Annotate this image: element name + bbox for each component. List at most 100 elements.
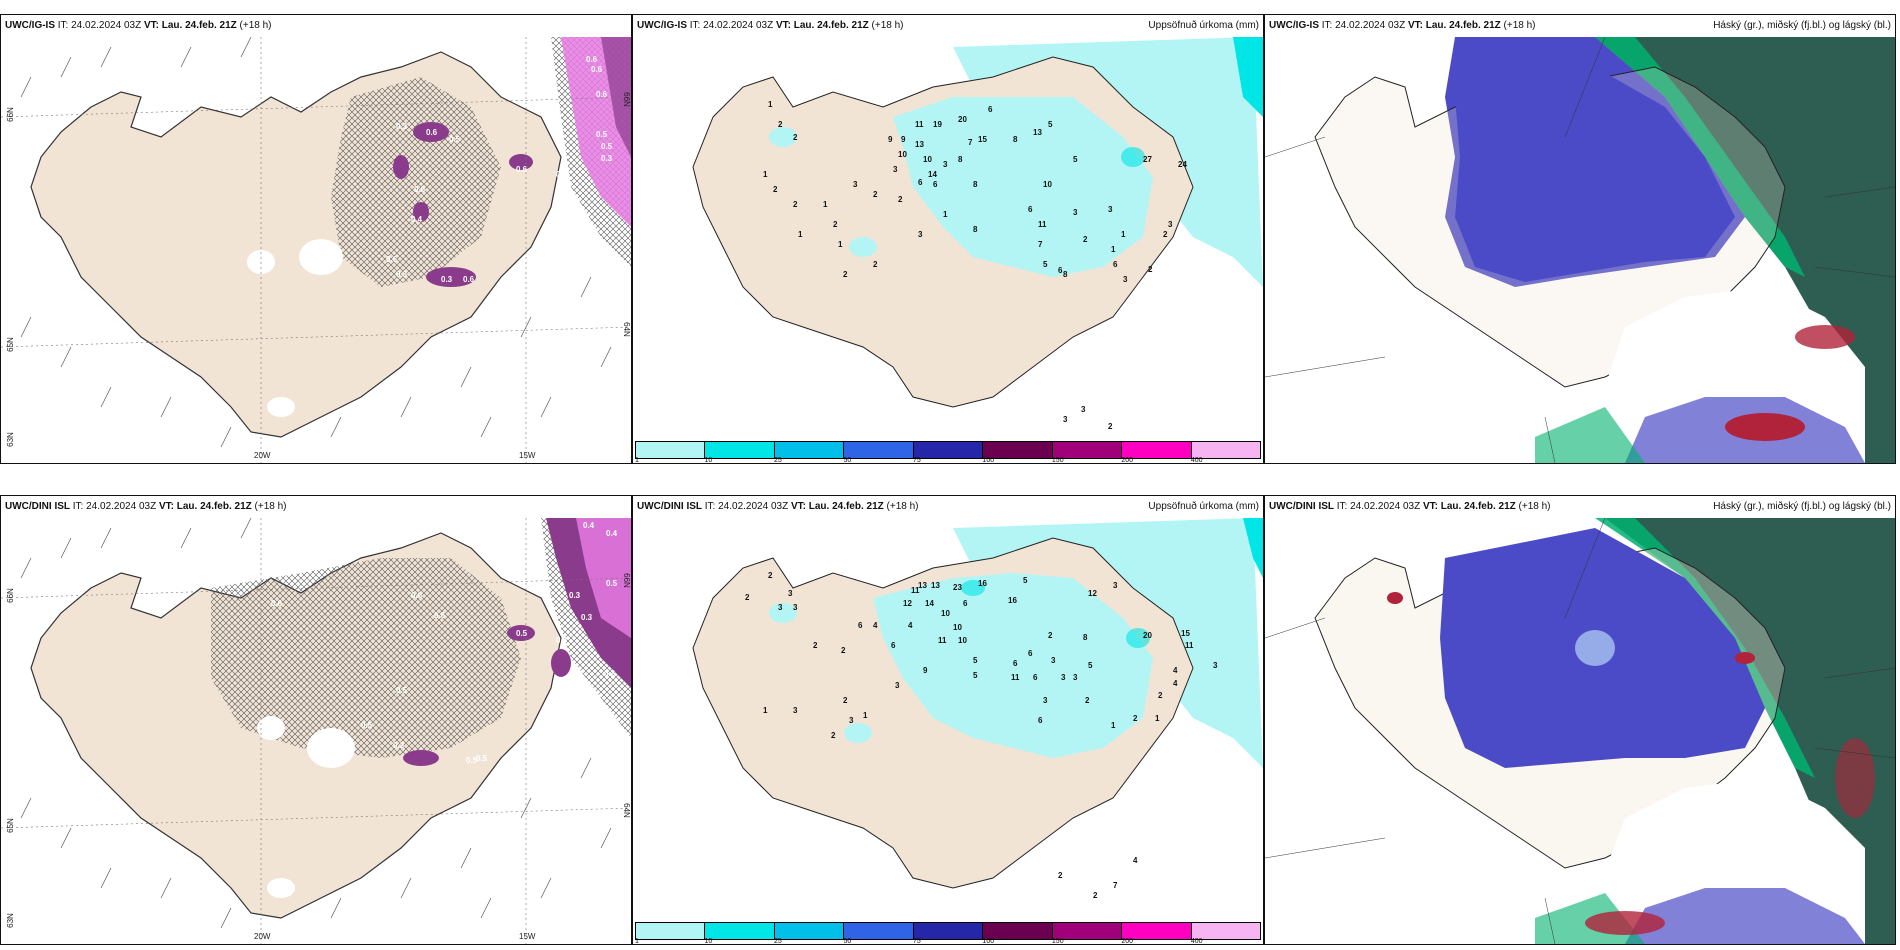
panel-row1-wind: UWC/IG-IS IT: 24.02.2024 03Z VT: Lau. 24…	[0, 14, 632, 464]
lat-label: 66N	[621, 573, 631, 588]
precip-values: 2 3 3 3 2 2 2 6 4 6 4 11 12 13 13 14 10 …	[745, 571, 1218, 900]
precip-value: 2	[1158, 691, 1163, 700]
lead-time: (+18 h)	[1500, 20, 1536, 31]
wind-value: 0.5	[449, 135, 461, 144]
precip-value: 1	[798, 230, 803, 239]
precip-value: 3	[943, 160, 948, 169]
init-time: IT: 24.02.2024 03Z	[687, 20, 776, 31]
precip-value: 2	[1085, 696, 1090, 705]
wind-map-svg: 0.6 0.6 0.5 0.5 0.6 0.3 0.6 0.4 0.3 0.6 …	[1, 37, 631, 463]
precip-value: 1	[768, 100, 773, 109]
colorbar-cell	[774, 442, 845, 458]
colorbar-tick: 200	[1121, 938, 1134, 945]
colorbar-tick: 25	[773, 938, 782, 945]
model-name: UWC/DINI ISL	[5, 501, 70, 512]
precip-value: 2	[1163, 230, 1168, 239]
precip-colorbar: 1 10 25 50 75 100 150 200 400	[633, 916, 1263, 944]
model-name: UWC/IG-IS	[1269, 20, 1319, 31]
precip-value: 3	[1073, 208, 1078, 217]
wind-value: 0.3	[396, 270, 408, 279]
precip-value: 3	[918, 230, 923, 239]
lat-label: 64N	[621, 803, 631, 818]
init-time: IT: 24.02.2024 03Z	[1334, 501, 1423, 512]
precip-value: 13	[918, 581, 927, 590]
wind-value: 0.3	[569, 591, 581, 600]
precip-value: 3	[1073, 673, 1078, 682]
precip-value: 10	[953, 623, 962, 632]
colorbar-cell	[705, 923, 775, 939]
precip-value: 3	[853, 180, 858, 189]
colorbar-cell	[913, 923, 984, 939]
precip-value: 2	[1148, 265, 1153, 274]
precip-map: 1 2 2 1 2 3 2 1 2 2 1 1 2 2 2 3 9 9 13 1…	[633, 37, 1263, 435]
precip-value: 3	[1213, 661, 1218, 670]
precip-value: 27	[1143, 155, 1152, 164]
cloud-map-svg	[1265, 518, 1895, 944]
colorbar-cell	[1122, 923, 1192, 939]
precip-value: 2	[768, 571, 773, 580]
model-name: UWC/DINI ISL	[1269, 501, 1334, 512]
precip-value: 4	[1133, 856, 1138, 865]
wind-value: 0.6	[516, 165, 528, 174]
colorbar-cell	[705, 442, 775, 458]
precip-value: 6	[858, 621, 863, 630]
cloud-mid-band	[1595, 518, 1815, 778]
wind-value: 0.6	[386, 255, 398, 264]
lat-label: 66N	[5, 588, 15, 603]
precip-value: 3	[893, 165, 898, 174]
colorbar-tick: 25	[773, 457, 782, 464]
precip-map: 2 3 3 3 2 2 2 6 4 6 4 11 12 13 13 14 10 …	[633, 518, 1263, 916]
precip-value: 3	[793, 603, 798, 612]
precip-value: 3	[788, 589, 793, 598]
wind-value: 0.5	[596, 130, 608, 139]
lon-label: 20W	[254, 451, 271, 460]
precip-value: 2	[793, 133, 798, 142]
colorbar-cell	[636, 923, 706, 939]
precip-value: 10	[958, 636, 967, 645]
precip-value: 8	[1013, 135, 1018, 144]
precip-value: 14	[925, 599, 934, 608]
colorbar-tick: 75	[912, 457, 921, 464]
colorbar-tick: 75	[912, 938, 921, 945]
precip-area-land	[893, 97, 1153, 277]
precip-value: 24	[1178, 160, 1187, 169]
wind-value: 0.4	[606, 529, 618, 538]
lon-label: 20W	[254, 932, 271, 941]
wind-value: 0.6	[463, 275, 475, 284]
precip-value: 2	[833, 220, 838, 229]
wind-value: 0.6	[596, 90, 608, 99]
precip-value: 9	[901, 135, 906, 144]
model-name: UWC/DINI ISL	[637, 501, 702, 512]
colorbar-tick: 50	[843, 457, 852, 464]
precip-colorbar: 1 10 25 50 75 100 150 200 400	[633, 435, 1263, 463]
precip-value: 15	[978, 135, 987, 144]
lead-time: (+18 h)	[1515, 501, 1551, 512]
wind-value: 0.6	[411, 591, 423, 600]
precip-value: 9	[888, 135, 893, 144]
wind-value: 0.3	[581, 613, 593, 622]
precip-value: 13	[931, 581, 940, 590]
panel-title: Háský (gr.), miðský (fj.bl.) og lágský (…	[1713, 20, 1891, 31]
precip-value: 7	[1113, 881, 1118, 890]
cloud-map	[1265, 518, 1895, 944]
precip-value: 6	[1058, 266, 1063, 275]
precip-value: 7	[968, 138, 973, 147]
wind-value: 0.3	[441, 275, 453, 284]
init-time: IT: 24.02.2024 03Z	[70, 501, 159, 512]
valid-time: VT: Lau. 24.feb. 21Z	[775, 20, 869, 31]
precip-value: 7	[1038, 240, 1043, 249]
precip-value: 5	[1048, 120, 1053, 129]
precip-value: 2	[873, 260, 878, 269]
lead-time: (+18 h)	[236, 20, 272, 31]
wind-value: 0.5	[516, 629, 528, 638]
lat-label: 66N	[621, 92, 631, 107]
colorbar-tick: 400	[1190, 938, 1203, 945]
panel-header: UWC/DINI ISL IT: 24.02.2024 03Z VT: Lau.…	[1265, 496, 1895, 518]
precip-value: 12	[1088, 589, 1097, 598]
hatch-area	[211, 558, 521, 758]
wind-value: 0.5	[396, 686, 408, 695]
wind-value: 0.5	[476, 754, 488, 763]
precip-value: 1	[1111, 245, 1116, 254]
precip-value: 2	[841, 646, 846, 655]
precip-value: 3	[1061, 673, 1066, 682]
